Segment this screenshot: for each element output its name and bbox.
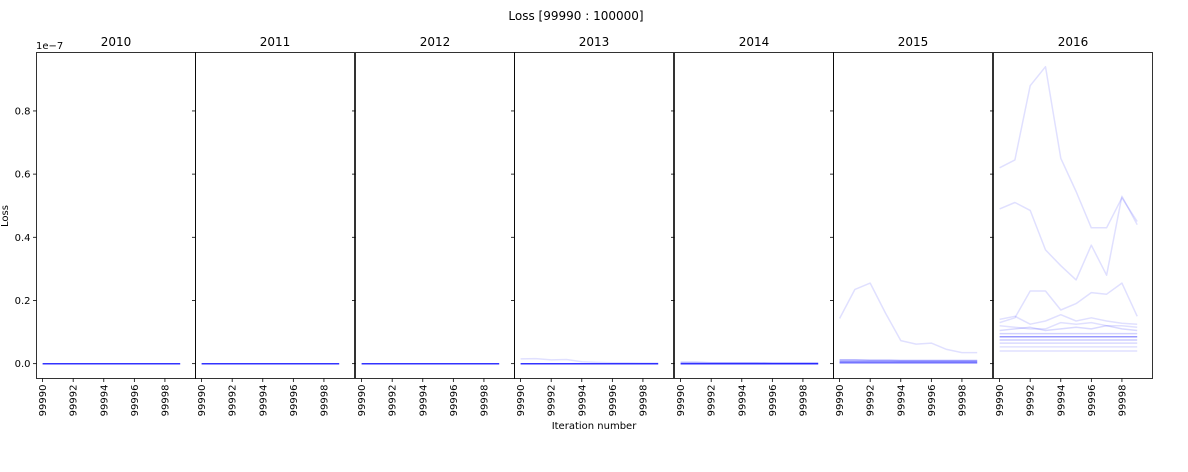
x-tick-label: 99994: [258, 385, 269, 417]
x-tick-label: 99990: [38, 385, 49, 417]
x-axis-label: Iteration number: [552, 421, 638, 432]
panel-frame-2014: [674, 52, 834, 379]
x-tick-label: 99994: [737, 385, 748, 417]
x-tick-label: 99998: [319, 385, 330, 417]
x-tick-label: 99998: [798, 385, 809, 417]
chart-suptitle: Loss [99990 : 100000]: [508, 9, 643, 23]
panel-frame-2013: [514, 52, 674, 379]
y-tick-label: 0.4: [15, 233, 31, 244]
x-tick-label: 99992: [866, 385, 877, 417]
x-tick-label: 99992: [228, 385, 239, 417]
x-tick-label: 99996: [289, 385, 300, 417]
x-tick-label: 99996: [449, 385, 460, 417]
series-line-2014-0: [680, 361, 819, 364]
x-tick-label: 99992: [707, 385, 718, 417]
panels-group: 2010 0.0 0.2 0.4 0.6 0.8 99990 99992 99994 99996 9…: [15, 35, 1153, 416]
x-tick-label: 99998: [1117, 385, 1128, 417]
x-tick-label: 99992: [1026, 385, 1037, 417]
series-line-2013-0: [520, 357, 659, 364]
x-tick-label: 99994: [99, 385, 110, 417]
x-tick-label: 99990: [835, 385, 846, 417]
x-tick-label: 99998: [957, 385, 968, 417]
y-tick-label: 0.6: [15, 170, 31, 181]
panel-frame-2016: [993, 52, 1153, 379]
x-tick-label: 99994: [896, 385, 907, 417]
series-line-2016-1: [999, 195, 1138, 281]
y-axis-offset-text: 1e−7: [36, 41, 63, 52]
panel-title-2012: 2012: [420, 35, 451, 49]
x-tick-label: 99990: [197, 385, 208, 417]
panel-2014: 2014 99990 99992 99994 99996 99998: [671, 35, 834, 416]
y-axis-label: Loss: [0, 205, 11, 227]
x-tick-label: 99996: [1087, 385, 1098, 417]
panel-title-2011: 2011: [260, 35, 291, 49]
series-line-2016-0: [999, 65, 1138, 229]
series-line-2015-0: [838, 282, 978, 354]
x-tick-label: 99990: [357, 385, 368, 417]
y-tick-label: 0.2: [15, 296, 31, 307]
panel-title-2015: 2015: [898, 35, 929, 49]
panel-title-2010: 2010: [101, 35, 132, 49]
panel-2012: 2012 99990 99992 99994 99996 99998: [352, 35, 515, 416]
panel-title-2014: 2014: [739, 35, 770, 49]
series-line-2016-5: [999, 324, 1138, 332]
x-tick-label: 99992: [547, 385, 558, 417]
x-tick-label: 99990: [995, 385, 1006, 417]
x-tick-label: 99996: [608, 385, 619, 417]
panel-frame-2011: [195, 52, 355, 379]
series-line-2016-4: [999, 321, 1138, 330]
x-tick-label: 99998: [638, 385, 649, 417]
series-line-2016-3: [999, 313, 1138, 325]
y-tick-label: 0.0: [15, 359, 31, 370]
x-tick-label: 99996: [130, 385, 141, 417]
panel-frame-2012: [355, 52, 515, 379]
panel-2011: 2011 99990 99992 99994 99996 99998: [192, 35, 355, 416]
panel-frame-2010: [36, 52, 196, 379]
panel-2013: 2013 99990 99992 99994 99996 99998: [511, 35, 674, 416]
panel-title-2013: 2013: [579, 35, 610, 49]
series-line-2016-2: [999, 282, 1138, 324]
x-tick-label: 99994: [1056, 385, 1067, 417]
x-tick-label: 99998: [160, 385, 171, 417]
x-tick-label: 99994: [577, 385, 588, 417]
x-tick-label: 99990: [516, 385, 527, 417]
panel-2016: 2016 99990 99992 99994 99996 99998: [990, 35, 1153, 416]
x-tick-label: 99998: [479, 385, 490, 417]
x-tick-label: 99996: [927, 385, 938, 417]
panel-2010: 2010 0.0 0.2 0.4 0.6 0.8 99990 99992 99994 99996 9…: [15, 35, 196, 416]
x-tick-label: 99994: [418, 385, 429, 417]
x-tick-label: 99992: [388, 385, 399, 417]
x-tick-label: 99990: [676, 385, 687, 417]
panel-title-2016: 2016: [1058, 35, 1089, 49]
panel-frame-2015: [833, 52, 993, 379]
series-line-2015-1: [839, 359, 978, 362]
x-tick-label: 99996: [768, 385, 779, 417]
y-tick-label: 0.8: [15, 106, 31, 117]
x-tick-label: 99992: [69, 385, 80, 417]
panel-2015: 2015 99990 99992 99994 99996 99998: [830, 35, 993, 416]
